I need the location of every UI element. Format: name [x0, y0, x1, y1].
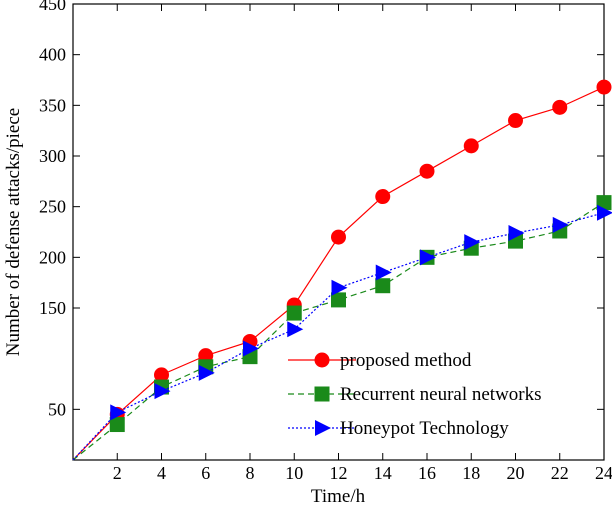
y-tick-label: 350 [39, 95, 66, 115]
data-point [419, 163, 435, 179]
data-point [154, 367, 169, 383]
x-tick-label: 12 [330, 463, 348, 483]
x-tick-label: 16 [418, 463, 436, 483]
x-tick-label: 20 [507, 463, 525, 483]
data-point [375, 264, 392, 281]
data-point [552, 99, 568, 115]
data-point [243, 340, 259, 357]
data-point [508, 113, 523, 129]
legend-marker [314, 352, 330, 368]
data-point [464, 234, 481, 251]
series-line [72, 212, 605, 461]
data-point [597, 204, 612, 221]
legend: proposed method Recurrent neural networks… [288, 350, 542, 439]
data-point [375, 189, 391, 205]
x-tick-label: 24 [595, 463, 612, 483]
y-axis-title: Number of defense attacks/piece [3, 108, 24, 356]
y-tick-label: 450 [39, 0, 66, 14]
data-point [508, 225, 525, 242]
data-point [375, 278, 391, 294]
y-tick-label: 300 [39, 146, 66, 166]
legend-marker [314, 386, 330, 402]
legend-label: Recurrent neural networks [340, 384, 542, 405]
data-point [596, 79, 612, 95]
series-triangle-right [72, 204, 612, 461]
data-point [154, 383, 171, 400]
y-tick-label: 150 [39, 298, 66, 318]
data-point [109, 417, 125, 433]
x-tick-label: 18 [462, 463, 480, 483]
data-point [287, 321, 304, 338]
x-tick-label: 8 [246, 463, 255, 483]
series-layer [72, 79, 612, 461]
legend-label: proposed method [340, 350, 472, 371]
x-tick-label: 14 [374, 463, 392, 483]
legend-label: Honeypot Technology [340, 418, 509, 439]
x-tick-label: 2 [113, 463, 122, 483]
x-tick-label: 10 [285, 463, 303, 483]
data-point [552, 216, 569, 233]
x-tick-label: 22 [551, 463, 569, 483]
data-point [596, 195, 612, 211]
legend-marker [315, 420, 331, 436]
y-axis: 50 150 200 250 300 350 400 450 [39, 0, 604, 419]
x-axis-title: Time/h [311, 486, 366, 507]
x-tick-label: 4 [157, 463, 166, 483]
y-tick-label: 250 [39, 197, 66, 217]
data-point [198, 364, 215, 381]
data-point [331, 279, 348, 296]
y-tick-label: 50 [48, 399, 66, 419]
data-point [331, 229, 346, 245]
y-tick-label: 400 [39, 45, 66, 65]
data-point [110, 404, 127, 421]
y-tick-label: 200 [39, 247, 66, 267]
x-axis: 2 4 6 8 10 12 14 16 18 20 22 24 [113, 4, 612, 483]
data-point [420, 249, 436, 266]
data-point [331, 292, 346, 308]
data-point [463, 138, 479, 154]
x-tick-label: 6 [201, 463, 210, 483]
data-point [286, 305, 302, 321]
